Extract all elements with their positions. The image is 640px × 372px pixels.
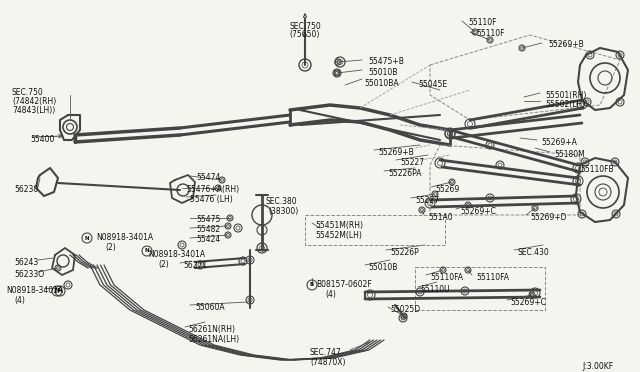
Text: 55269: 55269 — [435, 185, 460, 194]
Text: 55502(LH): 55502(LH) — [545, 100, 585, 109]
Text: (74870X): (74870X) — [310, 358, 346, 367]
Text: 55110FA: 55110FA — [476, 273, 509, 282]
Text: B: B — [310, 282, 314, 288]
Text: (4): (4) — [325, 290, 336, 299]
Text: 55475: 55475 — [196, 215, 220, 224]
Text: 55475+B: 55475+B — [368, 57, 404, 66]
Text: 55227: 55227 — [415, 196, 439, 205]
Text: 55110FB: 55110FB — [580, 165, 614, 174]
Text: 56243: 56243 — [14, 258, 38, 267]
Text: 55010B: 55010B — [368, 68, 397, 77]
Text: 55045E: 55045E — [418, 80, 447, 89]
Text: 55110F: 55110F — [476, 29, 504, 38]
Text: J:3.00KF: J:3.00KF — [582, 362, 613, 371]
Text: SEC.747: SEC.747 — [310, 348, 342, 357]
Text: 55482: 55482 — [196, 225, 220, 234]
Text: 55424: 55424 — [196, 235, 220, 244]
Text: 55474: 55474 — [196, 173, 220, 182]
Text: 55110U: 55110U — [420, 285, 450, 294]
Text: (74842(RH): (74842(RH) — [12, 97, 56, 106]
Text: 55269+B: 55269+B — [378, 148, 413, 157]
Text: 55269+A: 55269+A — [541, 138, 577, 147]
Text: B08157-0602F: B08157-0602F — [316, 280, 372, 289]
Text: 56233O: 56233O — [14, 270, 44, 279]
Text: N: N — [58, 289, 62, 294]
Text: 74843(LH)): 74843(LH)) — [12, 106, 55, 115]
Text: 56261N(RH): 56261N(RH) — [188, 325, 235, 334]
Text: 55476 (LH): 55476 (LH) — [190, 195, 233, 204]
Text: 55226PA: 55226PA — [388, 169, 422, 178]
Text: 55010BA: 55010BA — [364, 79, 399, 88]
Text: SEC.750: SEC.750 — [289, 22, 321, 31]
Text: 55269+B: 55269+B — [548, 40, 584, 49]
Text: 55060A: 55060A — [195, 303, 225, 312]
Text: 55400: 55400 — [30, 135, 54, 144]
Text: SEC.430: SEC.430 — [517, 248, 548, 257]
Text: 551A0: 551A0 — [428, 213, 452, 222]
Text: 55476+A(RH): 55476+A(RH) — [186, 185, 239, 194]
Text: (2): (2) — [105, 243, 116, 252]
Text: SEC.380: SEC.380 — [266, 197, 298, 206]
Text: 55451M(RH): 55451M(RH) — [315, 221, 363, 230]
Text: 55501(RH): 55501(RH) — [545, 91, 586, 100]
Text: (75650): (75650) — [290, 30, 320, 39]
Text: 56261NA(LH): 56261NA(LH) — [188, 335, 239, 344]
Text: 55452M(LH): 55452M(LH) — [315, 231, 362, 240]
Text: N08918-3401A: N08918-3401A — [96, 233, 153, 242]
Text: N: N — [145, 248, 149, 253]
Text: (2): (2) — [158, 260, 169, 269]
Text: SEC.750: SEC.750 — [12, 88, 44, 97]
Text: 55025D: 55025D — [390, 305, 420, 314]
Text: N08918-3401A: N08918-3401A — [148, 250, 205, 259]
Text: 55180M: 55180M — [554, 150, 585, 159]
Text: 56271: 56271 — [183, 261, 207, 270]
Text: 56230: 56230 — [14, 185, 38, 194]
Text: N: N — [84, 235, 90, 241]
Text: (4): (4) — [14, 296, 25, 305]
Text: 55226P: 55226P — [390, 248, 419, 257]
Text: N08918-3401A: N08918-3401A — [6, 286, 63, 295]
Text: 55227: 55227 — [400, 158, 424, 167]
Text: N: N — [54, 289, 60, 294]
Text: 55269+C: 55269+C — [460, 207, 496, 216]
Text: (38300): (38300) — [268, 207, 298, 216]
Text: 55010B: 55010B — [368, 263, 397, 272]
Text: 55269+D: 55269+D — [530, 213, 566, 222]
Text: 55110F: 55110F — [468, 18, 497, 27]
Text: 55269+C: 55269+C — [510, 298, 546, 307]
Text: 55110FA: 55110FA — [430, 273, 463, 282]
